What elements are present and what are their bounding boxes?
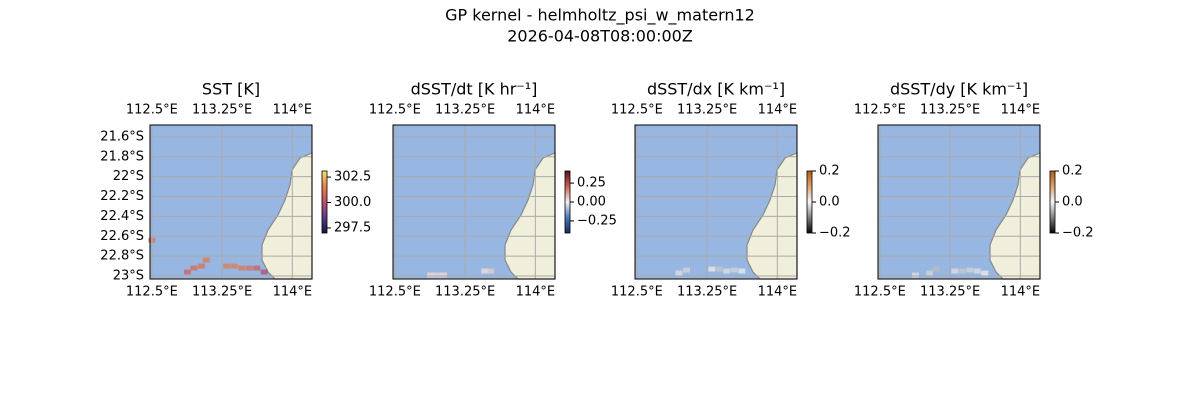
x-tick-label-top: 114°E	[516, 103, 556, 118]
colorbar-tick-label: 0.0	[1062, 195, 1083, 210]
data-cell	[715, 266, 723, 272]
data-cell	[183, 269, 191, 275]
y-tick-label: 23°S	[113, 269, 144, 284]
figure-subtitle: 2026-04-08T08:00:00Z	[507, 27, 693, 46]
x-tick-label-top: 113.25°E	[192, 103, 252, 118]
colorbar-tick-label: 297.5	[334, 220, 371, 235]
x-tick-label-top: 113.25°E	[435, 103, 495, 118]
x-tick-label: 114°E	[1001, 285, 1041, 300]
colorbar-tick-label: 0.25	[577, 176, 606, 191]
panel-title: dSST/dy [K km⁻¹]	[890, 80, 1028, 99]
data-cell	[230, 263, 238, 269]
x-tick-label: 113.25°E	[920, 285, 980, 300]
x-tick-label-top: 114°E	[758, 103, 798, 118]
data-cell	[426, 272, 434, 278]
y-tick-label: 22°S	[113, 169, 144, 184]
x-tick-label-top: 112.5°E	[126, 103, 178, 118]
data-cell	[966, 267, 974, 273]
y-tick-label: 22.6°S	[100, 229, 144, 244]
y-tick-label: 22.2°S	[100, 189, 144, 204]
panel-title: dSST/dt [K hr⁻¹]	[411, 80, 538, 99]
data-cell	[911, 272, 919, 278]
x-tick-label-top: 112.5°E	[369, 103, 421, 118]
colorbar-tick-label: −0.2	[1062, 226, 1094, 241]
data-cell	[238, 265, 246, 271]
data-cell	[723, 268, 731, 274]
colorbar-tick-label: 0.0	[819, 195, 840, 210]
data-cell	[932, 266, 940, 272]
data-cell	[197, 263, 206, 269]
data-cell	[981, 270, 989, 276]
x-tick-label-top: 112.5°E	[611, 103, 663, 118]
colorbar-tick-label: 302.5	[334, 170, 371, 185]
data-cell	[682, 267, 691, 273]
x-tick-label-top: 114°E	[1001, 103, 1041, 118]
colorbar	[564, 170, 571, 234]
data-cell	[440, 272, 448, 278]
data-cell	[245, 265, 253, 271]
x-tick-label: 112.5°E	[854, 285, 906, 300]
x-tick-label: 114°E	[758, 285, 798, 300]
data-cell	[486, 268, 494, 274]
data-cell	[730, 267, 738, 273]
x-tick-label: 112.5°E	[369, 285, 421, 300]
x-tick-label: 113.25°E	[677, 285, 737, 300]
colorbar-tick-label: −0.25	[577, 213, 617, 228]
colorbar	[806, 170, 813, 234]
data-cell	[190, 265, 198, 271]
data-cell	[253, 265, 261, 271]
x-tick-label: 113.25°E	[435, 285, 495, 300]
x-tick-label-top: 113.25°E	[677, 103, 737, 118]
x-tick-label: 112.5°E	[611, 285, 663, 300]
colorbar-tick-label: 300.0	[334, 195, 371, 210]
x-tick-label: 114°E	[273, 285, 313, 300]
data-cell	[223, 263, 231, 269]
data-cell	[202, 257, 210, 263]
colorbar-tick-label: −0.2	[819, 226, 851, 241]
data-cell	[925, 270, 934, 276]
data-cell	[708, 266, 716, 272]
x-tick-label: 112.5°E	[126, 285, 178, 300]
x-tick-label-top: 113.25°E	[920, 103, 980, 118]
data-cell	[973, 268, 981, 274]
data-cell	[738, 268, 746, 274]
colorbar	[321, 170, 328, 234]
x-tick-label: 113.25°E	[192, 285, 252, 300]
figure-title: GP kernel - helmholtz_psi_w_matern12	[445, 6, 755, 26]
y-tick-label: 22.4°S	[100, 209, 144, 224]
data-cell	[675, 270, 683, 276]
panel-frame	[149, 124, 313, 280]
panel-title: SST [K]	[202, 80, 260, 99]
x-tick-label-top: 112.5°E	[854, 103, 906, 118]
data-cell	[433, 272, 441, 278]
data-cell	[951, 268, 959, 274]
y-tick-label: 21.6°S	[100, 129, 144, 144]
panel-frame	[634, 124, 798, 280]
y-tick-label: 21.8°S	[100, 149, 144, 164]
data-cell	[958, 268, 966, 274]
data-cell	[260, 269, 268, 275]
data-cell	[481, 268, 489, 274]
x-tick-label: 114°E	[516, 285, 556, 300]
colorbar	[1049, 170, 1056, 234]
y-tick-label: 22.8°S	[100, 249, 144, 264]
panel-frame	[392, 124, 556, 280]
x-tick-label-top: 114°E	[273, 103, 313, 118]
panel-title: dSST/dx [K km⁻¹]	[647, 80, 785, 99]
colorbar-tick-label: 0.2	[1062, 164, 1083, 179]
colorbar-tick-label: 0.2	[819, 164, 840, 179]
colorbar-tick-label: 0.00	[577, 195, 606, 210]
panel-frame	[877, 124, 1041, 280]
